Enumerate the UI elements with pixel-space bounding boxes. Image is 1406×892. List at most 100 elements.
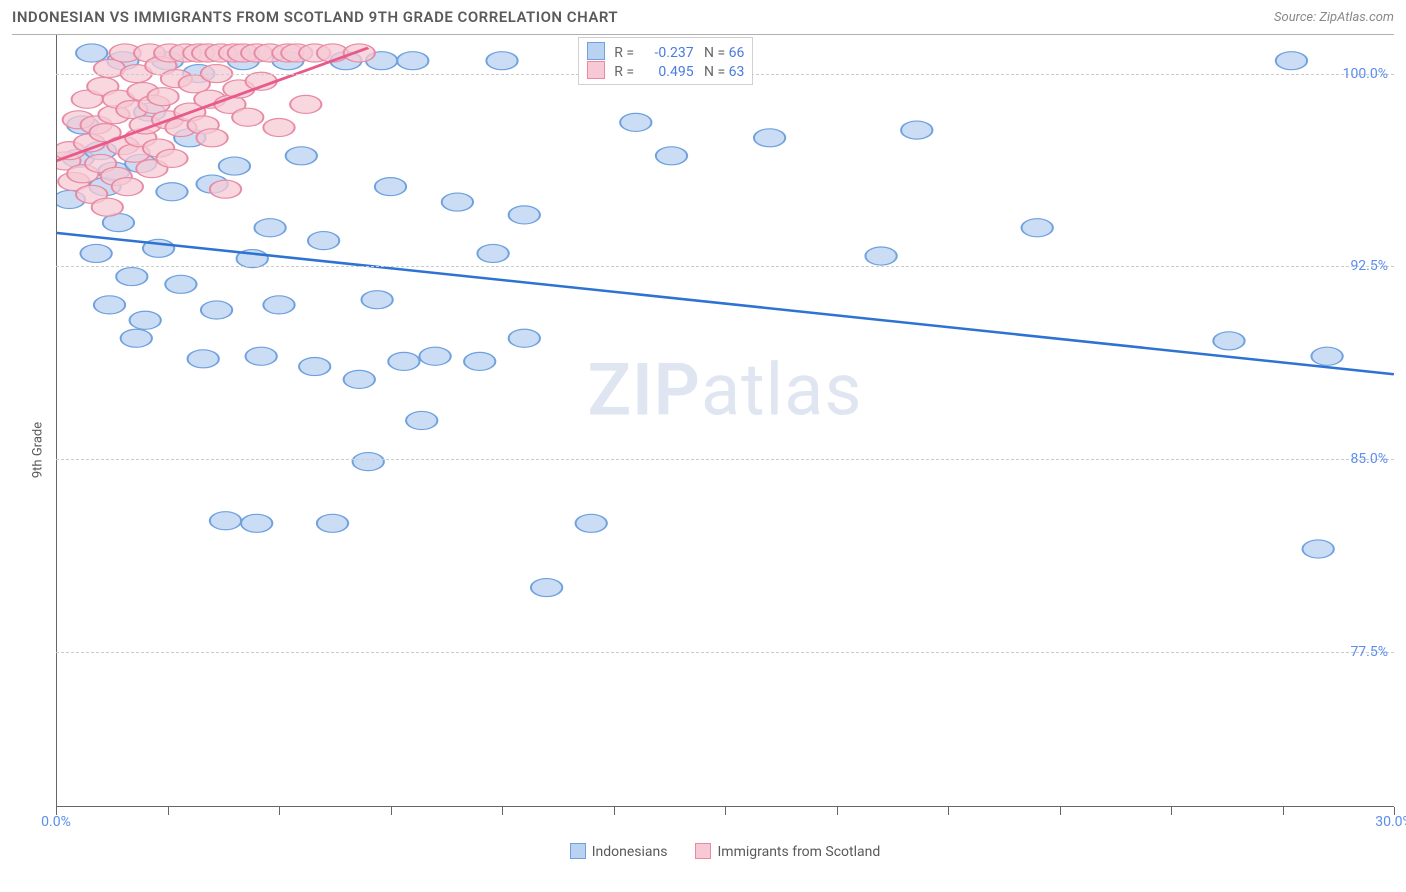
data-point-indonesians — [201, 301, 232, 319]
y-tick-label: 92.5% — [1350, 258, 1388, 274]
x-tick — [1060, 807, 1061, 815]
data-point-indonesians — [509, 206, 540, 224]
data-point-indonesians — [344, 370, 375, 388]
r-value: 0.495 — [638, 64, 694, 80]
data-point-indonesians — [375, 178, 406, 196]
data-point-indonesians — [130, 311, 161, 329]
data-point-immigrants_scotland — [290, 95, 321, 113]
gridline — [56, 652, 1394, 653]
n-label: N = — [704, 45, 725, 61]
data-point-indonesians — [353, 453, 384, 471]
data-point-indonesians — [865, 247, 896, 265]
data-point-immigrants_scotland — [263, 118, 294, 136]
data-point-indonesians — [299, 358, 330, 376]
data-point-indonesians — [464, 352, 495, 370]
stats-swatch — [587, 42, 605, 60]
stats-swatch — [587, 61, 605, 79]
data-point-immigrants_scotland — [147, 88, 178, 106]
data-point-indonesians — [1213, 332, 1244, 350]
data-point-indonesians — [308, 232, 339, 250]
y-axis-line — [56, 35, 57, 806]
stats-row: R = -0.237 N = 66 — [587, 42, 745, 61]
data-point-indonesians — [80, 244, 111, 262]
legend-label-indonesians: Indonesians — [592, 844, 668, 860]
data-point-immigrants_scotland — [112, 178, 143, 196]
data-point-indonesians — [388, 352, 419, 370]
x-tick — [391, 807, 392, 815]
data-point-indonesians — [263, 296, 294, 314]
data-point-indonesians — [246, 347, 277, 365]
data-point-indonesians — [116, 268, 147, 286]
r-label: R = — [614, 64, 634, 80]
data-point-indonesians — [188, 350, 219, 368]
data-point-indonesians — [754, 129, 785, 147]
x-tick — [502, 807, 503, 815]
chart-source: Source: ZipAtlas.com — [1274, 10, 1394, 25]
x-tick-label: 0.0% — [41, 814, 71, 830]
data-point-immigrants_scotland — [210, 180, 241, 198]
data-point-indonesians — [576, 514, 607, 532]
x-axis: 0.0%30.0% — [56, 806, 1394, 830]
data-point-indonesians — [656, 147, 687, 165]
data-point-indonesians — [210, 512, 241, 530]
r-value: -0.237 — [638, 45, 694, 61]
data-point-indonesians — [121, 329, 152, 347]
data-point-indonesians — [1311, 347, 1342, 365]
y-axis-label: 9th Grade — [31, 421, 46, 477]
legend-item-scotland: Immigrants from Scotland — [695, 843, 880, 860]
gridline — [56, 266, 1394, 267]
data-point-indonesians — [1303, 540, 1334, 558]
scatter-svg — [56, 35, 1394, 806]
plot-area: ZIPatlas 77.5%85.0%92.5%100.0% R = -0.23… — [56, 35, 1394, 806]
n-value: 66 — [729, 45, 745, 61]
y-tick-label: 77.5% — [1350, 644, 1388, 660]
x-tick — [948, 807, 949, 815]
data-point-immigrants_scotland — [344, 44, 375, 62]
data-point-immigrants_scotland — [156, 149, 187, 167]
stats-legend-box: R = -0.237 N = 66 R = 0.495 N = 63 — [578, 37, 754, 85]
data-point-immigrants_scotland — [232, 108, 263, 126]
data-point-indonesians — [254, 219, 285, 237]
x-tick — [279, 807, 280, 815]
data-point-indonesians — [94, 296, 125, 314]
x-tick — [168, 807, 169, 815]
x-tick — [1171, 807, 1172, 815]
x-tick-label: 30.0% — [1375, 814, 1406, 830]
r-label: R = — [614, 45, 634, 61]
data-point-indonesians — [406, 411, 437, 429]
data-point-indonesians — [477, 244, 508, 262]
data-point-indonesians — [1276, 52, 1307, 70]
legend-item-indonesians: Indonesians — [570, 843, 668, 860]
chart-header: INDONESIAN VS IMMIGRANTS FROM SCOTLAND 9… — [0, 0, 1406, 30]
data-point-indonesians — [1022, 219, 1053, 237]
data-point-indonesians — [317, 514, 348, 532]
gridline — [56, 459, 1394, 460]
data-point-indonesians — [165, 275, 196, 293]
data-point-indonesians — [486, 52, 517, 70]
x-tick — [1283, 807, 1284, 815]
data-point-indonesians — [419, 347, 450, 365]
data-point-indonesians — [286, 147, 317, 165]
data-point-indonesians — [509, 329, 540, 347]
n-value: 63 — [729, 64, 745, 80]
y-tick-label: 85.0% — [1350, 451, 1388, 467]
data-point-indonesians — [620, 113, 651, 131]
x-tick — [725, 807, 726, 815]
data-point-immigrants_scotland — [196, 129, 227, 147]
y-tick-label: 100.0% — [1343, 66, 1388, 82]
data-point-indonesians — [397, 52, 428, 70]
stats-row: R = 0.495 N = 63 — [587, 61, 745, 80]
data-point-indonesians — [901, 121, 932, 139]
data-point-indonesians — [76, 44, 107, 62]
x-tick — [614, 807, 615, 815]
x-tick — [837, 807, 838, 815]
data-point-immigrants_scotland — [92, 198, 123, 216]
data-point-indonesians — [531, 579, 562, 597]
data-point-indonesians — [156, 183, 187, 201]
data-point-indonesians — [219, 157, 250, 175]
data-point-indonesians — [241, 514, 272, 532]
series-legend: Indonesians Immigrants from Scotland — [56, 843, 1394, 860]
chart-area: 9th Grade ZIPatlas 77.5%85.0%92.5%100.0%… — [12, 34, 1394, 864]
data-point-indonesians — [442, 193, 473, 211]
legend-label-scotland: Immigrants from Scotland — [717, 844, 880, 860]
